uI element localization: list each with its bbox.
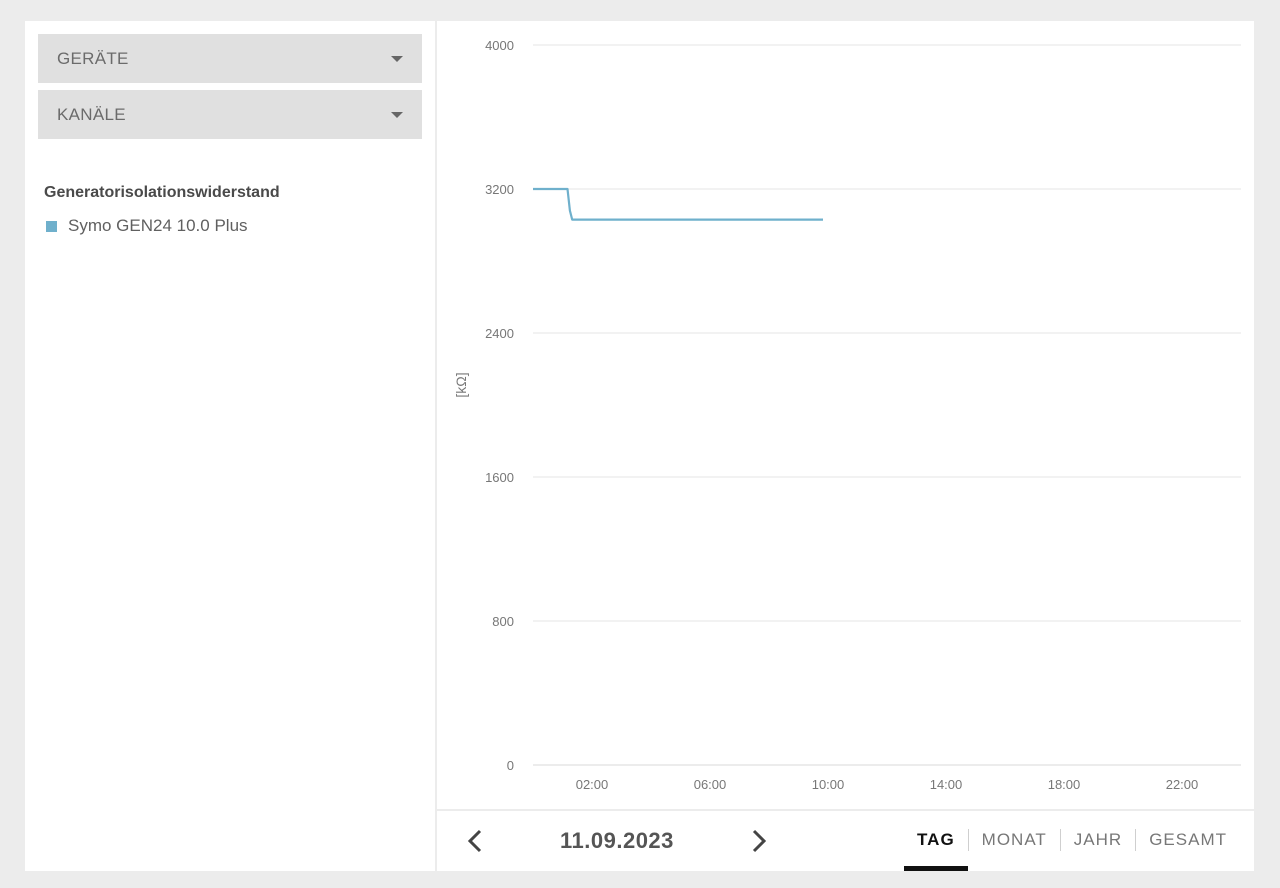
y-tick-label: 800 bbox=[492, 614, 514, 629]
y-tick-label: 0 bbox=[507, 758, 514, 773]
line-chart: 0 800 1600 2400 3200 4000 02:00 06:00 10:00 14:0… bbox=[453, 38, 1241, 792]
y-tick-label: 3200 bbox=[485, 182, 514, 197]
chevron-down-icon bbox=[391, 111, 403, 118]
chart-area: 0 800 1600 2400 3200 4000 02:00 06:00 10:00 14:0… bbox=[437, 21, 1254, 809]
y-tick-label: 2400 bbox=[485, 326, 514, 341]
sidebar: GERÄTE KANÄLE Generatorisolationswiderst… bbox=[25, 21, 437, 871]
date-navigation-bar: 11.09.2023 TAG MONAT JAHR GESAMT bbox=[437, 809, 1254, 871]
legend-item-label: Symo GEN24 10.0 Plus bbox=[68, 216, 248, 235]
series-swatch bbox=[46, 220, 57, 232]
chevron-left-icon bbox=[467, 829, 482, 853]
main-panel: GERÄTE KANÄLE Generatorisolationswiderst… bbox=[25, 21, 1254, 871]
legend-item[interactable]: Symo GEN24 10.0 Plus bbox=[46, 216, 248, 236]
chevron-right-icon bbox=[752, 829, 767, 853]
x-tick-label: 18:00 bbox=[1048, 777, 1081, 792]
tab-day[interactable]: TAG bbox=[904, 829, 968, 871]
previous-date-button[interactable] bbox=[462, 826, 490, 856]
current-date[interactable]: 11.09.2023 bbox=[560, 828, 674, 853]
period-tabs: TAG MONAT JAHR GESAMT bbox=[904, 829, 1240, 871]
x-tick-label: 14:00 bbox=[930, 777, 963, 792]
tab-month[interactable]: MONAT bbox=[967, 829, 1060, 851]
chevron-down-icon bbox=[391, 55, 403, 62]
channels-dropdown-label: KANÄLE bbox=[57, 104, 126, 124]
channels-dropdown[interactable]: KANÄLE bbox=[38, 90, 422, 139]
y-tick-label: 4000 bbox=[485, 38, 514, 53]
tab-year[interactable]: JAHR bbox=[1059, 829, 1135, 851]
y-axis-label: [kΩ] bbox=[453, 372, 469, 397]
devices-dropdown[interactable]: GERÄTE bbox=[38, 34, 422, 83]
series-line[interactable] bbox=[533, 187, 823, 221]
x-tick-label: 02:00 bbox=[576, 777, 609, 792]
x-tick-label: 06:00 bbox=[694, 777, 727, 792]
y-tick-label: 1600 bbox=[485, 470, 514, 485]
legend-title: Generatorisolationswiderstand bbox=[44, 184, 280, 201]
x-tick-label: 10:00 bbox=[812, 777, 845, 792]
x-tick-label: 22:00 bbox=[1166, 777, 1199, 792]
devices-dropdown-label: GERÄTE bbox=[57, 48, 129, 68]
tab-total[interactable]: GESAMT bbox=[1135, 829, 1240, 851]
next-date-button[interactable] bbox=[744, 826, 772, 856]
